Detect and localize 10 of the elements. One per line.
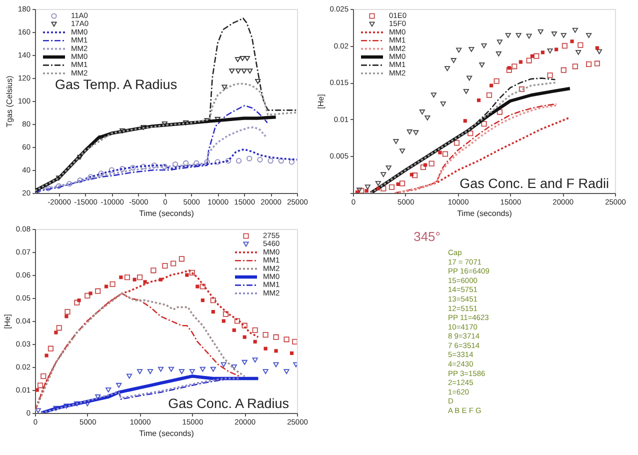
y-axis-title: [He] [316, 94, 326, 109]
y-axis-title: [He] [2, 314, 12, 329]
y-axis-title: Tgas (Celsius) [4, 75, 14, 128]
text: 345° [414, 229, 440, 244]
text: Gas Conc. A Radius [168, 396, 290, 411]
text: Gas Conc. E and F Radii [460, 176, 609, 191]
x-axis-title: Time (seconds) [139, 429, 194, 438]
x-axis-title: Time (seconds) [139, 209, 194, 218]
text: Gas Temp. A Radius [55, 77, 178, 92]
x-axis-title: Time (seconds) [457, 209, 512, 218]
